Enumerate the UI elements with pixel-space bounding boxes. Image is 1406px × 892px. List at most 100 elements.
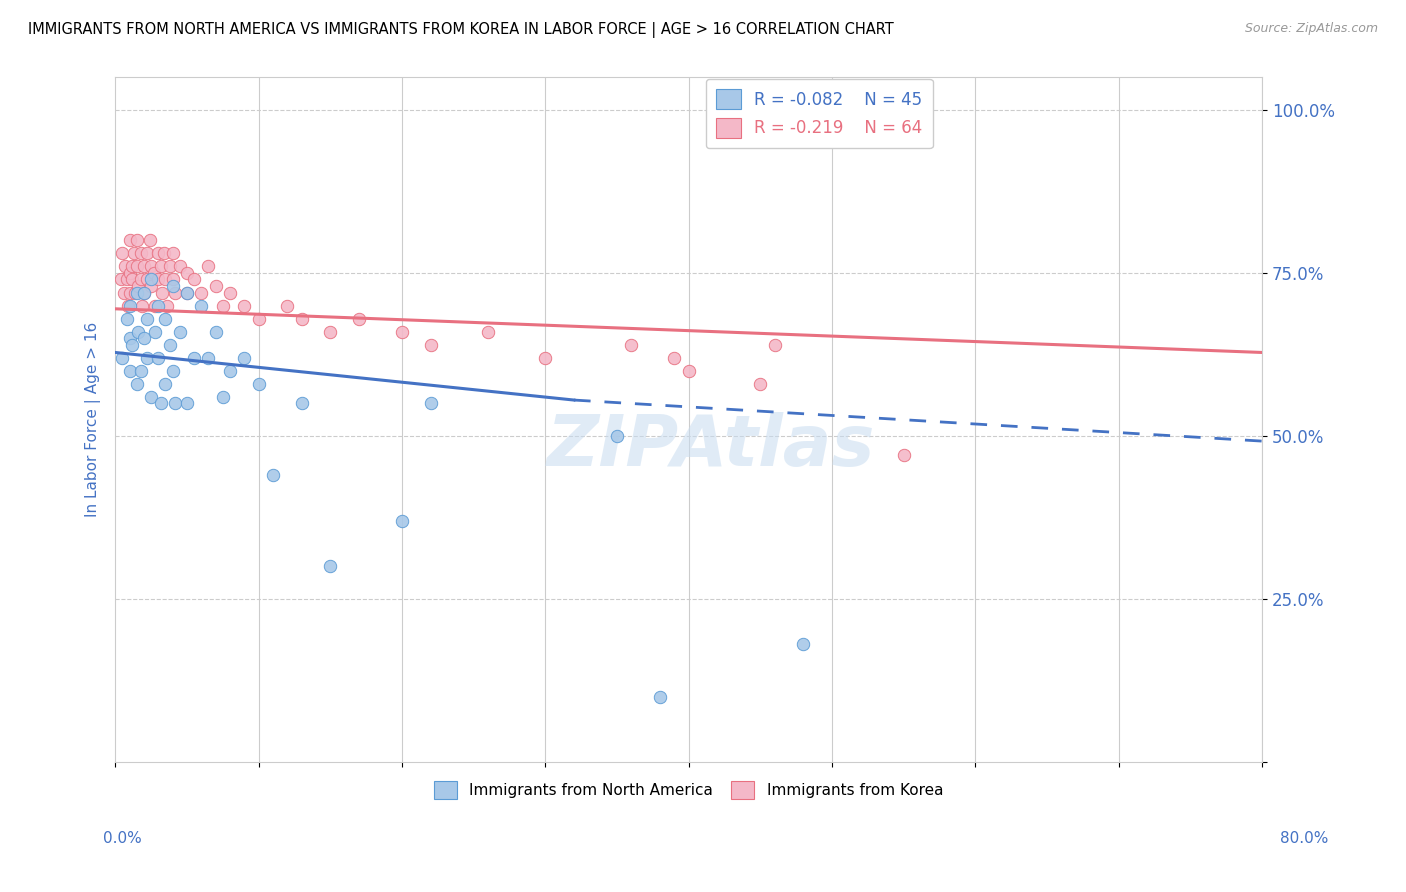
Point (165, 396, 187, 410)
Point (148, 299, 170, 313)
Point (139, 279, 162, 293)
Point (150, 260, 173, 274)
Point (190, 285, 212, 300)
Point (419, 337, 441, 351)
Point (290, 396, 312, 410)
Point (477, 325, 499, 339)
Point (155, 272, 177, 286)
Point (197, 260, 219, 274)
Text: Source: ZipAtlas.com: Source: ZipAtlas.com (1244, 22, 1378, 36)
Point (118, 266, 141, 280)
Point (159, 337, 181, 351)
Point (143, 299, 166, 313)
Point (162, 364, 184, 378)
Point (125, 376, 148, 391)
Point (129, 364, 152, 378)
Point (233, 351, 256, 365)
Text: ZIPAtlas: ZIPAtlas (547, 412, 876, 482)
Point (204, 279, 226, 293)
Point (127, 279, 149, 293)
Point (139, 260, 162, 274)
Point (135, 351, 157, 365)
Point (247, 376, 270, 391)
Point (148, 351, 170, 365)
Legend: Immigrants from North America, Immigrants from Korea: Immigrants from North America, Immigrant… (427, 774, 949, 805)
Point (135, 311, 157, 326)
Point (132, 331, 155, 345)
Point (169, 260, 191, 274)
Point (118, 299, 141, 313)
Point (211, 390, 233, 404)
Point (176, 285, 198, 300)
Text: IMMIGRANTS FROM NORTH AMERICA VS IMMIGRANTS FROM KOREA IN LABOR FORCE | AGE > 16: IMMIGRANTS FROM NORTH AMERICA VS IMMIGRA… (28, 22, 894, 38)
Point (117, 299, 139, 313)
Point (347, 311, 370, 326)
Point (115, 311, 138, 326)
Point (247, 311, 270, 326)
Point (262, 468, 284, 483)
Point (132, 260, 155, 274)
Point (197, 351, 219, 365)
Point (127, 325, 149, 339)
Point (792, 637, 814, 651)
Point (118, 285, 141, 300)
Point (648, 690, 671, 704)
Point (121, 337, 143, 351)
Y-axis label: In Labor Force | Age > 16: In Labor Force | Age > 16 (86, 322, 101, 517)
Point (749, 376, 772, 391)
Point (176, 285, 198, 300)
Point (121, 272, 143, 286)
Point (129, 246, 152, 260)
Point (319, 325, 342, 339)
Point (132, 285, 155, 300)
Point (124, 285, 146, 300)
Point (190, 299, 212, 313)
Point (183, 351, 205, 365)
Point (391, 325, 413, 339)
Point (118, 233, 141, 247)
Point (118, 331, 141, 345)
Point (419, 396, 441, 410)
Point (162, 246, 184, 260)
Point (233, 299, 256, 313)
Point (111, 246, 134, 260)
Point (319, 559, 342, 574)
Point (114, 260, 136, 274)
Point (135, 246, 157, 260)
Point (153, 246, 176, 260)
Point (142, 266, 165, 280)
Point (135, 272, 157, 286)
Point (290, 311, 312, 326)
Point (159, 260, 181, 274)
Point (763, 337, 786, 351)
Point (678, 364, 700, 378)
Point (131, 299, 153, 313)
Point (165, 285, 187, 300)
Point (218, 285, 240, 300)
Point (169, 325, 191, 339)
Point (138, 233, 160, 247)
Point (211, 299, 233, 313)
Text: 80.0%: 80.0% (1281, 831, 1329, 847)
Point (156, 299, 179, 313)
Point (139, 272, 162, 286)
Point (118, 364, 141, 378)
Point (276, 299, 298, 313)
Point (162, 279, 184, 293)
Point (155, 376, 177, 391)
Point (176, 266, 198, 280)
Point (148, 246, 170, 260)
Point (534, 351, 557, 365)
Point (893, 449, 915, 463)
Point (112, 285, 135, 300)
Point (111, 351, 134, 365)
Point (162, 272, 184, 286)
Point (183, 272, 205, 286)
Point (139, 390, 162, 404)
Point (129, 272, 152, 286)
Point (606, 429, 628, 443)
Point (125, 233, 148, 247)
Point (176, 396, 198, 410)
Point (391, 514, 413, 528)
Point (620, 337, 643, 351)
